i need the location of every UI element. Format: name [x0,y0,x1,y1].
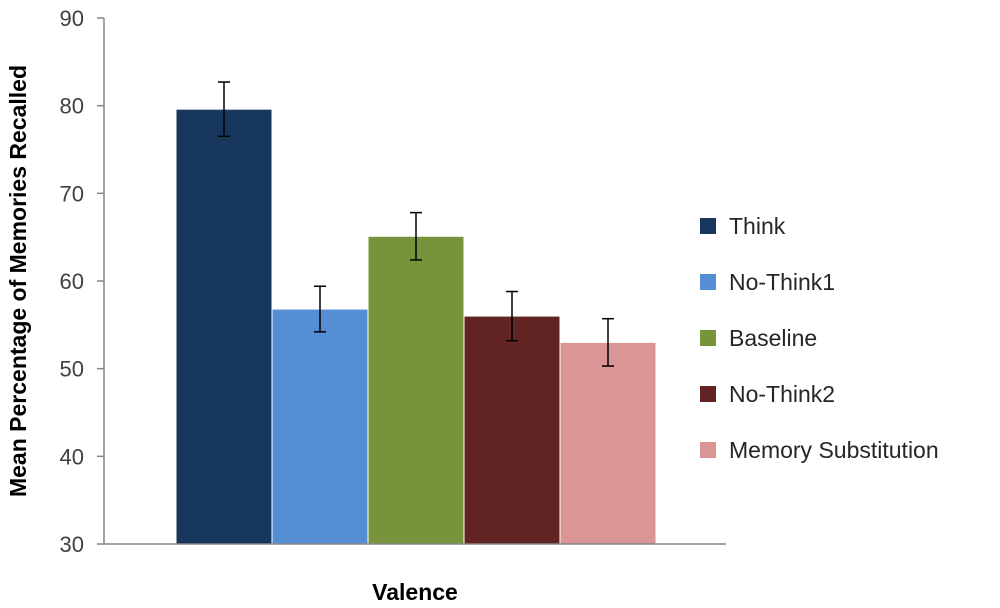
bars-group [175,108,657,545]
y-tick-label: 30 [60,532,84,557]
error-bars-group [218,81,614,367]
bar-baseline [367,235,465,545]
y-axis-title: Mean Percentage of Memories Recalled [5,65,31,497]
y-tick-label: 40 [60,444,84,469]
y-tick-label: 60 [60,269,84,294]
legend-swatch [700,442,716,458]
legend-label: Memory Substitution [729,437,939,463]
bar-think [175,108,273,545]
y-tick-label: 90 [60,6,84,31]
y-tick-label: 70 [60,181,84,206]
x-axis-title: Valence [372,579,458,605]
y-tick-label: 80 [60,94,84,119]
bar-no-think1 [271,308,369,545]
legend-label: No-Think1 [729,269,835,295]
legend-label: Think [729,213,786,239]
legend-swatch [700,274,716,290]
legend: Think No-Think1 Baseline No-Think2 Memory Su… [700,213,939,463]
legend-label: No-Think2 [729,381,835,407]
bar-no-think2 [463,315,561,545]
legend-label: Baseline [729,325,817,351]
y-tick-label: 50 [60,357,84,382]
y-ticks-group: 30 40 50 60 70 80 90 [60,6,104,557]
bar-memory-substitution [559,341,657,545]
legend-swatch [700,218,716,234]
legend-swatch [700,330,716,346]
legend-swatch [700,386,716,402]
